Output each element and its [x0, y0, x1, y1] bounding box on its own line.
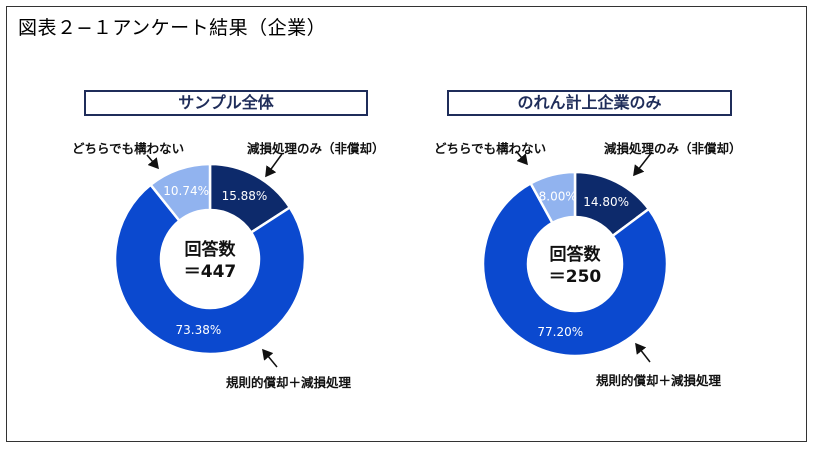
donut-slice [113, 183, 307, 356]
data-label: 8.00% [539, 190, 577, 204]
center-value: ＝447 [184, 262, 237, 282]
figure-frame [6, 6, 807, 442]
donut-1: 14.80% 77.20% 8.00% 回答数＝250 [481, 170, 669, 358]
donut-slice [481, 181, 669, 358]
center-label: 回答数 [185, 239, 237, 260]
center-label: 回答数 [550, 244, 602, 265]
chart-title-goodwill: のれん計上企業のみ [447, 90, 732, 116]
donut-slice [528, 170, 577, 225]
data-label: 14.80% [583, 195, 629, 209]
center-value: ＝250 [549, 267, 602, 287]
legend-label-either: どちらでも構わない [434, 141, 547, 156]
donut-slice [148, 162, 212, 223]
legend-label-impairment-only: 減損処理のみ（非償却） [247, 141, 385, 156]
data-label: 77.20% [537, 325, 583, 339]
arrow [265, 153, 283, 178]
legend-label-impairment-only: 減損処理のみ（非償却） [604, 141, 742, 156]
legend-label-amortization: 規則的償却＋減損処理 [226, 375, 352, 390]
leader-arrows [146, 150, 653, 368]
arrow [633, 151, 653, 177]
legend-label-amortization: 規則的償却＋減損処理 [596, 373, 722, 388]
data-label: 15.88% [222, 189, 268, 203]
data-label: 73.38% [176, 323, 222, 337]
arrow [515, 150, 528, 166]
data-label: 10.74% [163, 184, 209, 198]
legend-label-either: どちらでも構わない [72, 141, 185, 156]
arrow [146, 154, 159, 170]
chart-title-all: サンプル全体 [84, 90, 368, 116]
donut-0: 15.88% 73.38% 10.74% 回答数＝447 [113, 162, 307, 356]
arrow [262, 348, 278, 368]
figure-title: 図表２−１アンケート結果（企業） [18, 17, 327, 39]
arrow [635, 342, 651, 363]
